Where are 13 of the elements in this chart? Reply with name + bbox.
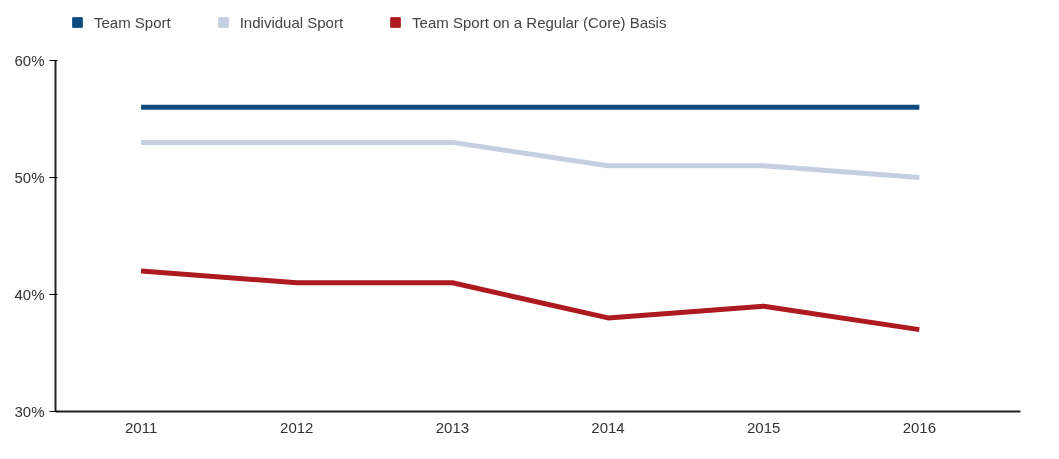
legend-label: Team Sport (94, 13, 171, 31)
x-tick-label: 2013 (435, 418, 470, 436)
y-tick-label: 30% (14, 403, 45, 420)
x-tick-label: 2015 (747, 418, 781, 436)
x-tick-label: 2011 (124, 418, 158, 436)
x-tick-label: 2014 (591, 418, 625, 436)
y-tick-label: 60% (14, 52, 45, 69)
y-tick-label: 40% (14, 286, 45, 303)
legend-label: Individual Sport (239, 13, 344, 31)
legend-label: Team Sport on a Regular (Core) Basis (412, 13, 667, 31)
y-tick-label: 50% (14, 169, 45, 186)
x-tick-label: 2016 (902, 418, 937, 436)
x-tick-label: 2012 (280, 418, 314, 436)
